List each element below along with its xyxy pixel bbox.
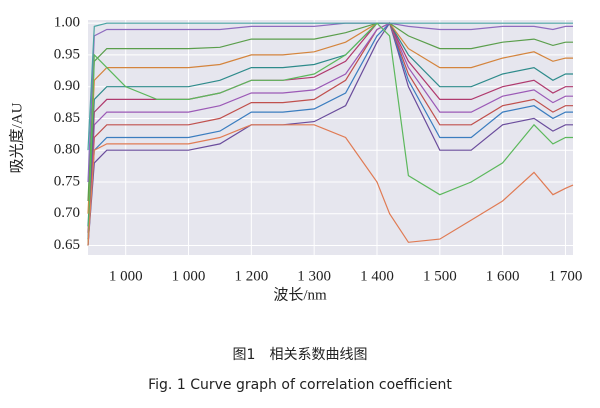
series-line — [87, 22, 573, 202]
y-tick-label: 0.80 — [54, 142, 80, 158]
y-tick-label: 0.85 — [54, 110, 80, 126]
y-tick-label: 1.00 — [54, 15, 80, 31]
series-line — [87, 22, 573, 214]
y-tick-label: 0.95 — [54, 46, 80, 62]
x-tick-label: 1 700 — [549, 268, 583, 284]
x-tick-label: 1 000 — [172, 268, 206, 284]
series-line — [87, 21, 573, 246]
x-tick-label: 1 500 — [423, 268, 457, 284]
series-line — [87, 22, 573, 240]
series-line — [87, 22, 573, 240]
y-axis-label: 吸光度/AU — [8, 102, 25, 173]
series-line — [87, 22, 573, 151]
x-tick-label: 1 200 — [234, 268, 268, 284]
x-tick-label: 1 000 — [109, 268, 143, 284]
y-tick-label: 0.90 — [54, 78, 80, 94]
x-tick-label: 1 600 — [486, 268, 520, 284]
y-tick-label: 0.65 — [54, 237, 80, 253]
caption: 图1 相关系数曲线图 — [233, 347, 368, 363]
series-line — [87, 22, 573, 246]
series-line — [87, 22, 573, 246]
series-line — [87, 124, 574, 246]
y-tick-label: 0.70 — [54, 205, 80, 221]
x-tick-label: 1 400 — [360, 268, 394, 284]
x-axis-label: 波长/nm — [273, 286, 327, 303]
series-line — [87, 22, 573, 233]
caption-en: Fig. 1 Curve graph of correlation coeffi… — [148, 377, 452, 393]
y-tick-label: 0.75 — [54, 173, 80, 189]
x-tick-label: 1 300 — [297, 268, 331, 284]
